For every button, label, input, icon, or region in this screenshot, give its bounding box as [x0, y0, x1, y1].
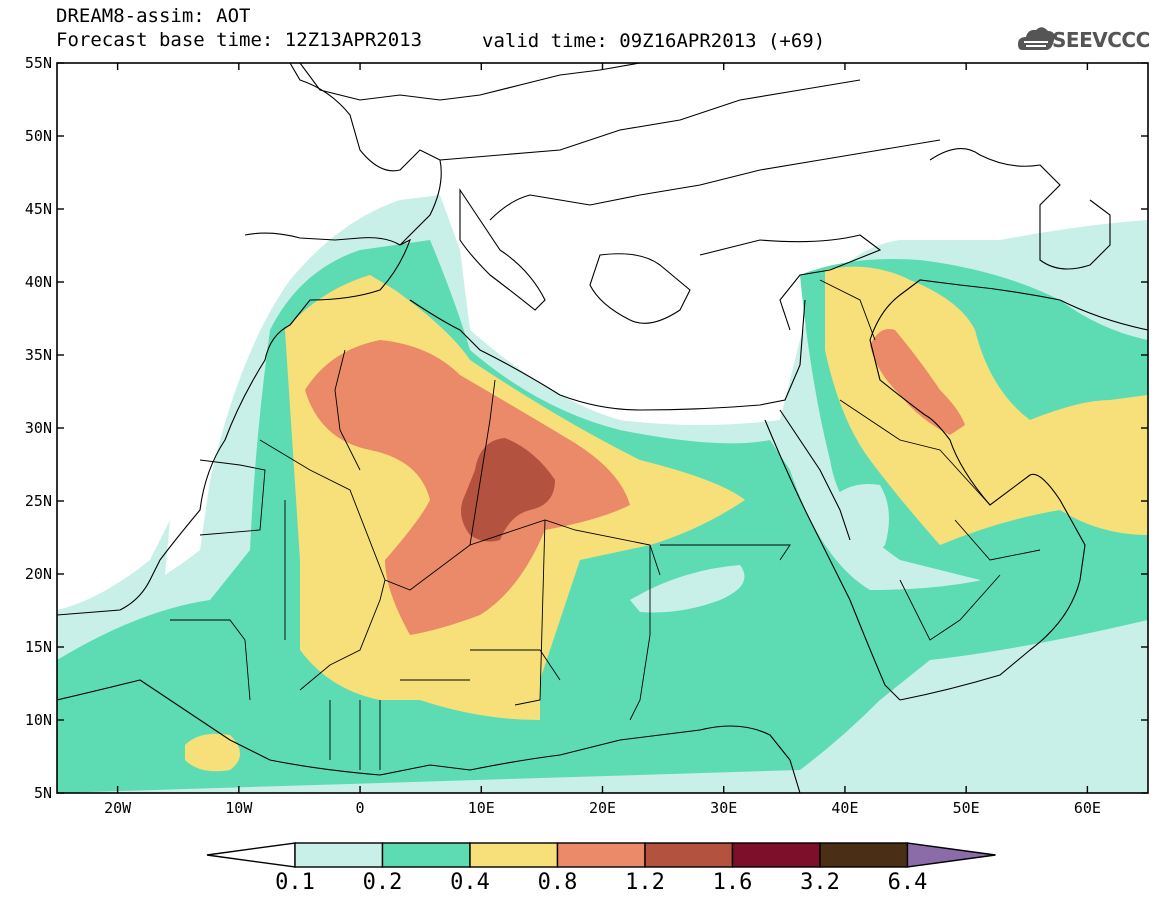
colorbar-box [556, 842, 646, 868]
lat-tick-label: 5N [34, 784, 52, 802]
lon-tick-label: 30E [710, 799, 737, 817]
lat-tick-label: 20N [25, 565, 52, 583]
lat-tick-label: 10N [25, 711, 52, 729]
colorbar-label: 0.4 [450, 870, 490, 895]
lon-tick-label: 10W [225, 799, 253, 817]
aot-region-lvl4 [305, 340, 630, 635]
latitude-axis: 55N 50N 45N 40N 35N 30N 25N 20N 15N 10N 5N [25, 54, 1148, 802]
aot-region-lvl1-hole [830, 484, 889, 560]
lon-tick-label: 40E [831, 799, 858, 817]
lon-tick-label: 10E [468, 799, 495, 817]
colorbar-box [644, 842, 734, 868]
lat-tick-label: 35N [25, 346, 52, 364]
longitude-axis: 20W 10W 0 10E 20E 30E 40E 50E 60E [104, 63, 1101, 817]
colorbar: 0.1 0.2 0.4 0.8 1.2 1.6 3.2 6.4 [206, 842, 996, 895]
colorbar-box [469, 842, 559, 868]
map-title: DREAM8-assim: AOT [56, 5, 251, 27]
lon-tick-label: 50E [953, 799, 980, 817]
aot-contours [57, 195, 1148, 793]
colorbar-label: 1.2 [625, 870, 665, 895]
lat-tick-label: 30N [25, 419, 52, 437]
colorbar-label: 0.2 [363, 870, 403, 895]
aot-region-lvl4-east [870, 329, 965, 435]
colorbar-box [381, 842, 471, 868]
lon-tick-label: 0 [356, 799, 365, 817]
colorbar-right-arrow [906, 842, 996, 868]
aot-region-lvl3-small [185, 733, 240, 772]
lat-tick-label: 50N [25, 127, 52, 145]
cloud-logo-icon [1018, 27, 1055, 50]
logo-text: SEEVCCC [1052, 28, 1150, 52]
lat-tick-label: 15N [25, 638, 52, 656]
aot-region-lvl1-hole2 [630, 565, 745, 613]
lat-tick-label: 40N [25, 273, 52, 291]
coastlines [57, 63, 1148, 793]
aot-region-lvl3-east [825, 266, 1148, 545]
colorbar-label: 1.6 [713, 870, 753, 895]
lon-tick-label: 60E [1074, 799, 1101, 817]
lon-tick-label: 20W [104, 799, 132, 817]
colorbar-box [819, 842, 909, 868]
lat-tick-label: 55N [25, 54, 52, 72]
valid-time: valid time: 09Z16APR2013 (+69) [482, 30, 826, 52]
aot-region-lvl5 [461, 438, 555, 542]
colorbar-label: 3.2 [800, 870, 840, 895]
colorbar-box [731, 842, 821, 868]
colorbar-label: 6.4 [888, 870, 928, 895]
lat-tick-label: 25N [25, 492, 52, 510]
colorbar-label: 0.8 [538, 870, 578, 895]
aot-region-lvl1b [57, 520, 170, 650]
lat-tick-label: 45N [25, 200, 52, 218]
forecast-base-time: Forecast base time: 12Z13APR2013 [56, 29, 423, 51]
colorbar-label: 0.1 [275, 870, 315, 895]
borders [170, 279, 1041, 770]
lon-tick-label: 20E [589, 799, 616, 817]
colorbar-left-arrow [206, 842, 296, 868]
colorbar-box [294, 842, 384, 868]
